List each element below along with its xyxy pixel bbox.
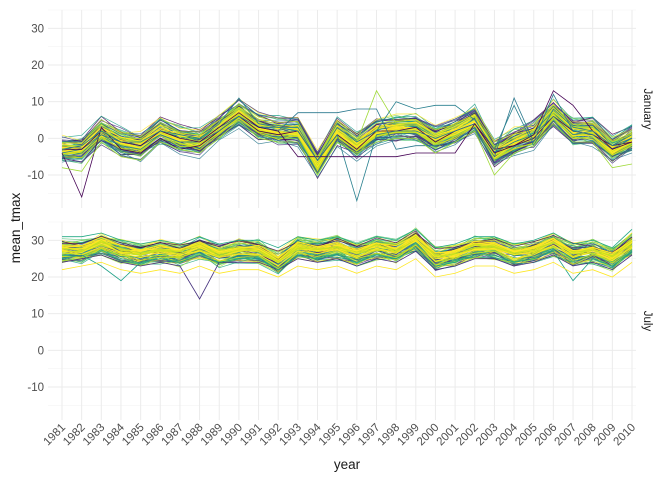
- series-line: [61, 98, 633, 151]
- x-tick-label: 1989: [199, 422, 226, 449]
- series-line: [61, 120, 633, 170]
- y-axis-title: mean_tmax: [8, 192, 23, 263]
- y-tick-label: 20: [31, 272, 44, 284]
- x-tick-label: 1996: [336, 422, 363, 449]
- series-line: [61, 104, 633, 159]
- x-tick-label: 1998: [376, 422, 403, 449]
- series-line: [61, 245, 633, 271]
- x-tick-label: 1995: [317, 422, 344, 449]
- series-line: [61, 232, 633, 260]
- x-tick-label: 1981: [42, 422, 69, 449]
- series-line-outlier: [61, 119, 633, 176]
- series-line: [61, 244, 633, 270]
- x-tick-label: 1991: [238, 422, 265, 449]
- x-tick-label: 2000: [415, 422, 442, 449]
- series-line-outlier: [61, 247, 633, 282]
- series-line: [61, 244, 633, 273]
- x-tick-label: 1987: [159, 422, 186, 449]
- y-tick-label: 30: [31, 235, 44, 247]
- x-tick-label: 1988: [179, 422, 206, 449]
- series-line-outlier: [61, 97, 633, 162]
- series-line: [61, 237, 633, 259]
- series-line: [61, 239, 633, 267]
- y-tick-label: 30: [31, 23, 44, 35]
- x-tick-label: 2009: [592, 422, 619, 449]
- y-tick-label: 0: [38, 133, 44, 145]
- y-tick-label: 10: [31, 97, 44, 109]
- x-tick-label: 1997: [356, 422, 383, 449]
- x-tick-label: 1990: [218, 422, 245, 449]
- x-tick-label: 1985: [120, 422, 147, 449]
- x-tick-label: 1993: [277, 422, 304, 449]
- x-tick-label: 1982: [61, 422, 88, 449]
- series-line: [61, 98, 633, 154]
- series-line-outlier: [61, 258, 633, 278]
- y-tick-label: 0: [38, 345, 44, 357]
- series-line-outlier: [61, 93, 633, 158]
- x-tick-label: 1986: [140, 422, 167, 449]
- series-line-outlier: [62, 90, 633, 158]
- x-tick-label: 2001: [435, 422, 462, 449]
- panel-gridlines: [48, 9, 636, 420]
- x-tick-label: 2008: [572, 422, 599, 449]
- facet-strip-label: January: [641, 89, 653, 130]
- y-tick-label: 20: [31, 60, 44, 72]
- y-tick-label: -10: [27, 170, 44, 182]
- series-line: [61, 244, 633, 267]
- x-axis-title: year: [334, 457, 361, 472]
- y-tick-label: 10: [31, 309, 44, 321]
- y-tick-label: -10: [27, 382, 44, 394]
- x-tick-label: 2007: [553, 422, 580, 449]
- x-tick-label: 2002: [454, 422, 481, 449]
- series-line: [61, 239, 633, 263]
- x-tick-label: 1992: [258, 422, 285, 449]
- x-tick-label: 2003: [474, 422, 501, 449]
- x-tick-label: 1983: [81, 422, 108, 449]
- x-tick-label: 2005: [513, 422, 540, 449]
- x-tick-label: 2006: [533, 422, 560, 449]
- facet-strip-label: July: [641, 311, 653, 332]
- x-tick-label: 2010: [612, 422, 639, 449]
- x-tick-label: 1999: [395, 422, 422, 449]
- series-line-outlier: [61, 115, 633, 203]
- series-line: [61, 234, 633, 259]
- series-lines: [61, 89, 633, 300]
- series-line: [61, 235, 633, 262]
- series-line-outlier: [61, 250, 633, 300]
- series-line-outlier: [62, 228, 633, 249]
